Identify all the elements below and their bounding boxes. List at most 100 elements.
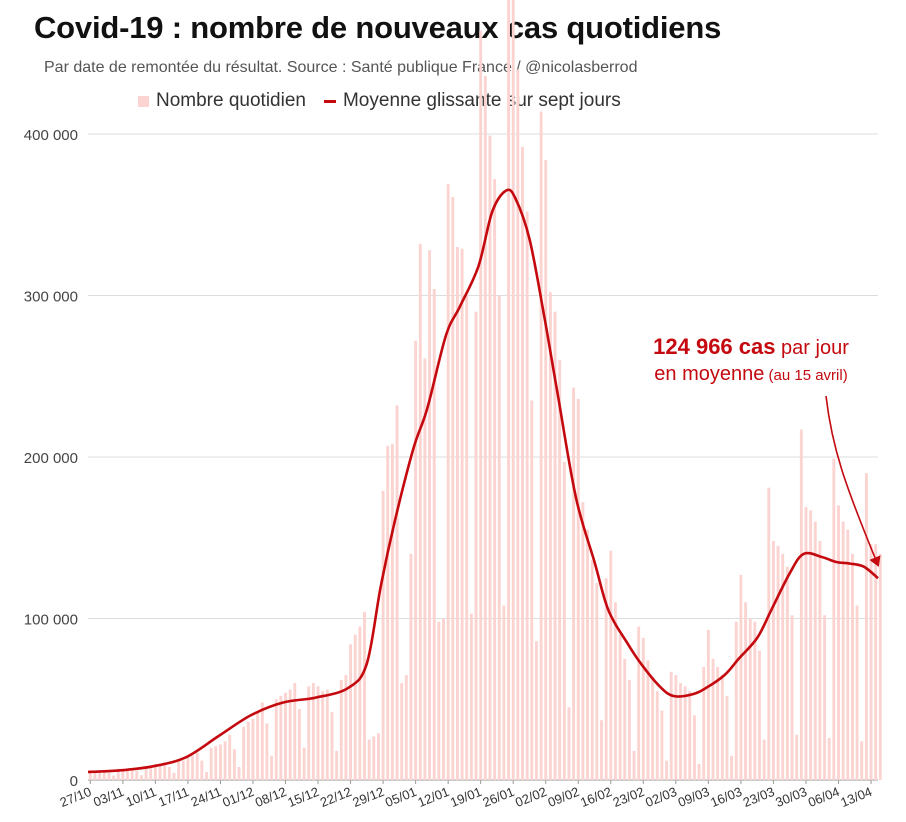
daily-bar <box>869 544 873 780</box>
daily-bar <box>535 641 538 780</box>
daily-bar <box>167 767 171 780</box>
daily-bar <box>781 553 785 780</box>
daily-bar <box>293 683 297 780</box>
daily-bar <box>772 540 775 780</box>
x-tick-label: 15/12 <box>285 784 321 810</box>
daily-bar <box>785 566 789 780</box>
daily-bar <box>177 759 181 780</box>
daily-bar <box>623 658 627 781</box>
daily-bar <box>544 159 548 781</box>
daily-bar <box>325 689 329 780</box>
daily-bar <box>655 691 659 780</box>
daily-bar <box>302 747 306 780</box>
daily-bar <box>488 135 492 780</box>
daily-bar <box>214 746 218 780</box>
daily-bar <box>121 769 125 780</box>
daily-bar <box>864 473 868 780</box>
daily-bar <box>725 696 729 780</box>
daily-bar <box>153 763 157 780</box>
daily-bar <box>377 733 380 780</box>
daily-bar <box>163 762 167 780</box>
daily-bar <box>181 760 185 780</box>
daily-bar <box>339 679 343 780</box>
x-tick-label: 24/11 <box>189 784 224 810</box>
y-tick-label: 100 000 <box>24 612 78 629</box>
daily-bar <box>386 445 390 780</box>
daily-bar <box>832 458 836 780</box>
daily-bar <box>358 626 362 780</box>
daily-bar <box>851 553 854 780</box>
x-tick-label: 26/01 <box>481 784 517 810</box>
daily-bar <box>456 247 459 781</box>
daily-bar <box>790 615 794 780</box>
x-tick-label: 08/12 <box>253 784 289 810</box>
daily-bar <box>683 686 687 780</box>
daily-bar <box>651 676 655 780</box>
daily-bar <box>102 772 106 780</box>
daily-bar <box>228 734 232 780</box>
daily-bar <box>195 752 199 780</box>
daily-bar <box>144 767 148 780</box>
daily-bar <box>878 553 882 780</box>
daily-bar <box>823 615 826 780</box>
x-tick-label: 29/12 <box>350 784 386 810</box>
annotation-arrow <box>825 395 881 567</box>
x-tick-label: 01/12 <box>220 784 256 810</box>
daily-bar <box>349 644 352 780</box>
daily-bar <box>841 521 845 780</box>
daily-bar <box>260 702 264 780</box>
daily-bar <box>149 765 153 780</box>
y-tick-label: 200 000 <box>24 450 78 467</box>
daily-bar <box>874 544 878 780</box>
daily-bar <box>539 111 543 780</box>
daily-bar <box>711 658 715 781</box>
daily-bar <box>804 507 808 780</box>
y-tick-label: 0 <box>70 773 78 790</box>
daily-bar <box>637 626 641 780</box>
x-tick-label: 17/11 <box>156 784 191 810</box>
daily-bar <box>795 734 799 780</box>
daily-bar <box>130 770 134 780</box>
x-tick-label: 02/02 <box>513 784 549 810</box>
daily-bar <box>404 675 408 780</box>
x-tick-label: 02/03 <box>643 784 679 810</box>
annotation-rest: par jour <box>775 337 849 359</box>
daily-bar <box>469 613 473 780</box>
x-tick-label: 23/02 <box>611 784 647 810</box>
daily-bar <box>460 248 464 780</box>
daily-bar <box>423 358 427 780</box>
moving-average-line <box>87 188 879 774</box>
daily-bar <box>344 675 348 780</box>
daily-bar <box>590 560 594 780</box>
x-tick-label: 16/02 <box>578 784 614 810</box>
annotation-value: 124 966 cas <box>653 334 776 359</box>
daily-bar <box>632 750 636 780</box>
daily-bar <box>609 550 613 780</box>
daily-bar <box>367 739 371 781</box>
daily-bar <box>837 505 840 780</box>
daily-bar <box>353 634 357 780</box>
daily-bar <box>307 686 311 780</box>
chart-subtitle: Par date de remontée du résultat. Source… <box>44 59 638 76</box>
daily-bar <box>516 69 520 780</box>
daily-bar <box>409 553 413 780</box>
daily-bar <box>158 764 162 780</box>
x-tick-label: 19/01 <box>448 784 484 810</box>
daily-bar <box>126 769 129 780</box>
daily-bar <box>414 340 418 780</box>
daily-bar <box>474 311 478 780</box>
daily-bar <box>604 578 608 781</box>
x-tick-label: 12/01 <box>415 784 451 810</box>
daily-bar <box>335 750 339 780</box>
daily-bar <box>548 292 552 780</box>
legend-bars-swatch <box>138 95 149 107</box>
daily-bar <box>813 521 817 780</box>
x-tick-label: 05/01 <box>383 784 419 810</box>
daily-bar <box>107 772 111 780</box>
daily-bar <box>330 712 334 780</box>
daily-bar <box>855 605 859 780</box>
daily-bar <box>93 771 97 780</box>
daily-bar <box>219 744 222 780</box>
daily-bar <box>576 398 580 780</box>
daily-bar <box>98 771 102 780</box>
